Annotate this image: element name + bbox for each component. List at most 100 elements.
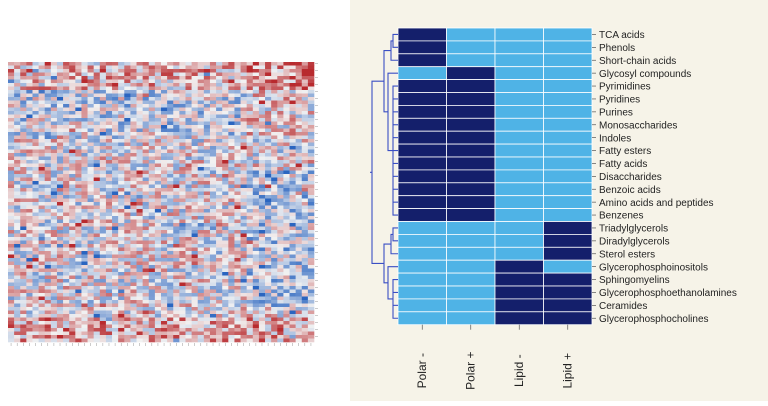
heatmap-cell [56, 153, 64, 157]
heatmap-cell [136, 97, 143, 101]
heatmap-cell [277, 279, 284, 283]
heatmap-cell [295, 324, 303, 329]
heatmap-cell [240, 62, 247, 66]
heatmap-cell [32, 216, 39, 220]
heatmap-cell [252, 209, 260, 213]
heatmap-cell [277, 223, 284, 227]
heatmap-cell [277, 202, 284, 206]
presence-cell [543, 311, 593, 326]
heatmap-cell [81, 174, 88, 178]
heatmap-cell [265, 303, 272, 308]
heatmap-cell [240, 163, 247, 168]
heatmap-cell [14, 181, 21, 185]
heatmap-cell [75, 251, 82, 255]
heatmap-cell [197, 174, 205, 178]
heatmap-cell [26, 261, 33, 266]
heatmap-cell [240, 174, 247, 178]
heatmap-cell [26, 258, 33, 262]
heatmap-cell [44, 237, 52, 241]
heatmap-cell [136, 104, 143, 108]
heatmap-cell [173, 338, 180, 343]
heatmap-cell [124, 184, 131, 189]
heatmap-cell [44, 142, 52, 147]
heatmap-cell [283, 338, 290, 343]
heatmap-cell [148, 86, 156, 91]
heatmap-cell [240, 76, 247, 80]
heatmap-cell [203, 321, 211, 325]
heatmap-cell [197, 205, 205, 210]
heatmap-cell [26, 219, 33, 224]
heatmap-cell [105, 100, 113, 105]
heatmap-cell [8, 219, 15, 224]
heatmap-cell [277, 156, 284, 161]
heatmap-cell [20, 174, 27, 178]
heatmap-cell [197, 135, 205, 140]
heatmap-cell [216, 258, 223, 262]
heatmap-cell [295, 216, 303, 220]
heatmap-cell [222, 230, 229, 234]
heatmap-cell [246, 205, 254, 210]
heatmap-cell [44, 72, 52, 77]
heatmap-cell [75, 139, 82, 143]
heatmap-cell [63, 128, 70, 133]
heatmap-cell [38, 202, 46, 206]
heatmap-cell [307, 293, 315, 297]
heatmap-cell [99, 118, 107, 122]
heatmap-cell [283, 135, 290, 140]
heatmap-cell [307, 156, 315, 161]
heatmap-cell [161, 268, 168, 273]
heatmap-cell [26, 254, 33, 259]
heatmap-cell [246, 65, 254, 70]
heatmap-cell [26, 247, 33, 252]
heatmap-cell [118, 167, 125, 171]
heatmap-cell [118, 181, 125, 185]
heatmap-cell [246, 251, 254, 255]
heatmap-cell [265, 223, 272, 227]
heatmap-cell [203, 72, 211, 77]
heatmap-cell [228, 202, 235, 206]
heatmap-cell [234, 93, 241, 98]
heatmap-cell [154, 240, 162, 245]
heatmap-cell [142, 254, 150, 259]
heatmap-cell [56, 310, 64, 315]
heatmap-cell [277, 258, 284, 262]
heatmap-cell [246, 324, 254, 329]
heatmap-cell [307, 230, 315, 234]
heatmap-cell [203, 310, 211, 315]
heatmap-cell [56, 118, 64, 122]
heatmap-cell [283, 174, 290, 178]
heatmap-cell [173, 314, 180, 318]
heatmap-cell [240, 111, 247, 115]
heatmap-cell [75, 293, 82, 297]
heatmap-cell [148, 121, 156, 126]
heatmap-cell [14, 86, 21, 91]
heatmap-cell [14, 268, 21, 273]
heatmap-cell [203, 230, 211, 234]
heatmap-cell [124, 62, 131, 66]
heatmap-cell [87, 230, 94, 234]
heatmap-cell [271, 230, 278, 234]
heatmap-cell [295, 202, 303, 206]
heatmap-cell [209, 321, 217, 325]
heatmap-cell [185, 226, 192, 231]
heatmap-cell [203, 223, 211, 227]
heatmap-cell [56, 114, 64, 119]
heatmap-cell [99, 261, 107, 266]
heatmap-cell [154, 310, 162, 315]
heatmap-cell [87, 251, 94, 255]
heatmap-cell [87, 184, 94, 189]
heatmap-cell [38, 314, 46, 318]
heatmap-cell [301, 293, 309, 297]
heatmap-cell [173, 303, 180, 308]
heatmap-cell [99, 237, 107, 241]
heatmap-cell [142, 209, 150, 213]
heatmap-cell [222, 160, 229, 164]
heatmap-cell [234, 132, 241, 136]
heatmap-cell [124, 121, 131, 126]
heatmap-cell [75, 233, 82, 238]
heatmap-cell [161, 111, 168, 115]
heatmap-cell [301, 153, 309, 157]
heatmap-cell [191, 240, 199, 245]
heatmap-cell [252, 251, 260, 255]
heatmap-cell [75, 118, 82, 122]
